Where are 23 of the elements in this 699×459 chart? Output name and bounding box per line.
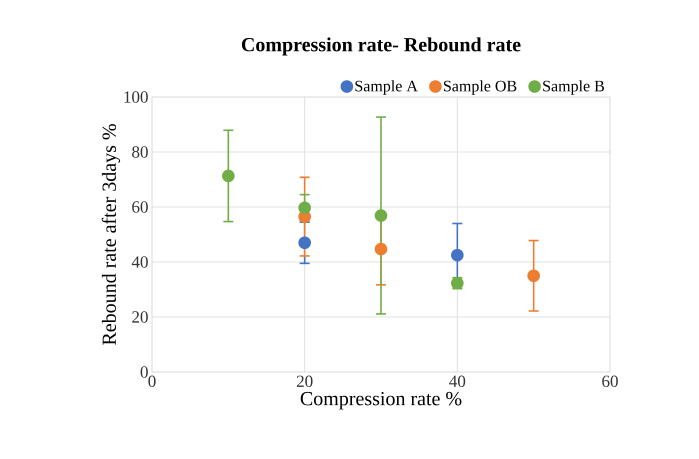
point [374, 209, 388, 222]
legend-label: Sample A [355, 80, 418, 95]
point [451, 248, 464, 262]
legend-label: Sample B [543, 80, 604, 95]
point [298, 202, 311, 214]
x-tick-label: 40 [449, 376, 466, 388]
y-tick-label: 60 [132, 201, 148, 213]
point [222, 170, 235, 182]
y-axis-title: Rebound rate after 3days % [102, 124, 120, 345]
chart-title: Compression rate- Rebound rate [242, 37, 521, 56]
legend-label: Sample OB [444, 80, 516, 95]
y-tick-label: 80 [132, 146, 148, 158]
point [527, 269, 540, 282]
y-tick-label: 0 [140, 366, 148, 378]
x-tick-label: 0 [148, 376, 156, 388]
y-tick-label: 20 [132, 311, 148, 323]
point [374, 242, 388, 256]
y-tick-label: 100 [124, 91, 148, 103]
point [298, 236, 311, 250]
y-tick-label: 40 [132, 256, 148, 268]
x-axis-title: Compression rate % [300, 392, 462, 410]
x-tick-label: 60 [602, 376, 618, 388]
x-tick-label: 20 [296, 376, 313, 388]
